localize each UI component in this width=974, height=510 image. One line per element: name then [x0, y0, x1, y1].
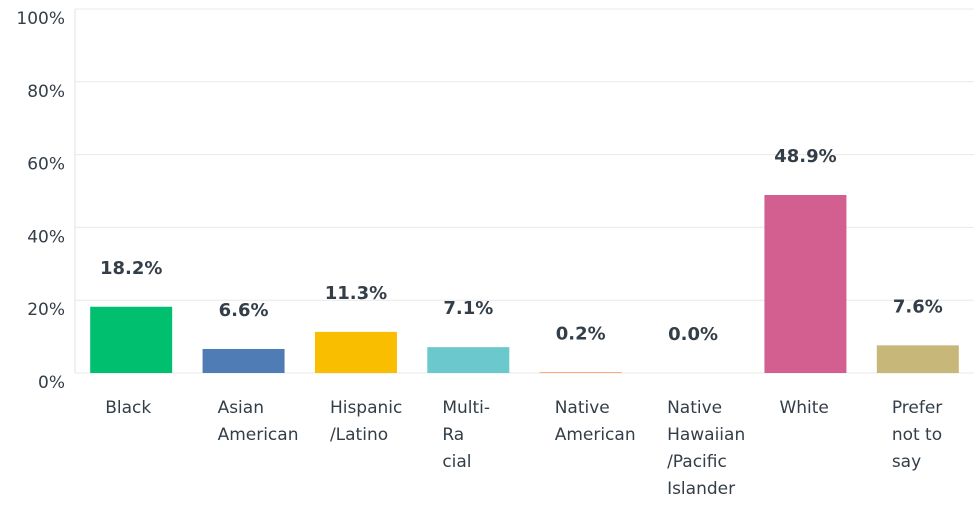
y-tick-label: 60% [27, 155, 65, 175]
x-tick-label: Native American [554, 398, 636, 445]
bar [427, 347, 510, 373]
x-tick-label: Native Hawaiian /Pacific Islander [667, 398, 746, 499]
bar [539, 372, 622, 373]
x-tick-label: White [779, 398, 829, 418]
y-tick-label: 100% [16, 9, 65, 29]
bar [764, 195, 847, 373]
value-label: 6.6% [219, 300, 269, 321]
bar [876, 345, 959, 373]
bar [314, 331, 397, 373]
x-tick-label: Multi- Ra cial [442, 398, 491, 472]
value-label: 18.2% [100, 258, 162, 279]
x-tick-label: Asian American [217, 398, 299, 445]
value-label: 0.0% [668, 324, 718, 345]
y-tick-label: 0% [38, 373, 65, 393]
y-tick-label: 40% [27, 227, 65, 247]
value-label: 7.1% [443, 298, 493, 319]
value-label: 7.6% [893, 296, 943, 317]
y-tick-label: 20% [27, 300, 65, 320]
x-tick-label: Black [105, 398, 152, 418]
x-tick-label: Hispanic /Latino [329, 398, 403, 445]
x-tick-label: Prefer not to say [891, 398, 943, 472]
bar [202, 348, 285, 373]
value-label: 11.3% [325, 283, 387, 304]
y-tick-label: 80% [27, 82, 65, 102]
bar [90, 306, 173, 373]
value-label: 48.9% [774, 146, 836, 167]
value-label: 0.2% [556, 323, 606, 344]
